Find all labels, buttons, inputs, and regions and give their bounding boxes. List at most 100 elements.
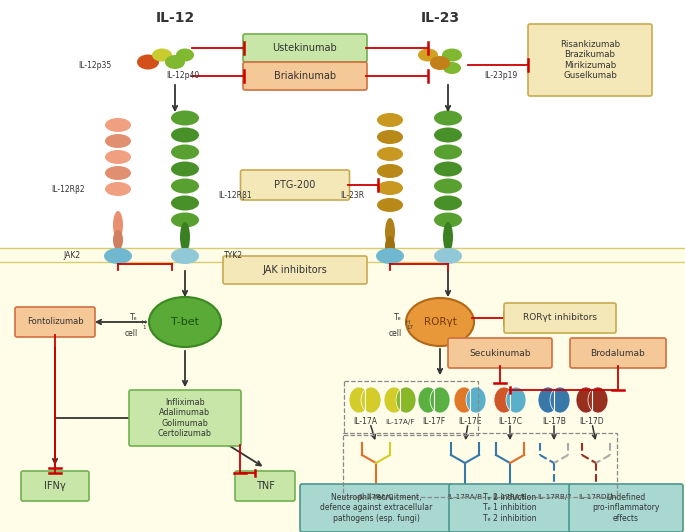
Ellipse shape	[361, 387, 381, 413]
Text: Undefined
pro-inflammatory
effects: Undefined pro-inflammatory effects	[593, 493, 660, 523]
Ellipse shape	[385, 218, 395, 246]
FancyBboxPatch shape	[129, 390, 241, 446]
Text: cell: cell	[389, 328, 402, 337]
Text: IL-23: IL-23	[421, 11, 460, 25]
Text: Neutrophil recruitment,
defence against extracellular
pathogens (esp. fungi): Neutrophil recruitment, defence against …	[320, 493, 432, 523]
Text: H
17: H 17	[406, 320, 413, 330]
Ellipse shape	[152, 48, 172, 62]
FancyBboxPatch shape	[528, 24, 652, 96]
Ellipse shape	[105, 150, 131, 164]
Text: Tₑ 2 induction
Tₑ 1 inhibition
Tₑ 2 inhibition: Tₑ 2 induction Tₑ 1 inhibition Tₑ 2 inhi…	[483, 493, 537, 523]
Text: T-bet: T-bet	[171, 317, 199, 327]
Text: IL-12p35: IL-12p35	[78, 61, 112, 70]
Text: IL-23R: IL-23R	[340, 190, 364, 200]
Ellipse shape	[180, 222, 190, 252]
Ellipse shape	[105, 118, 131, 132]
Ellipse shape	[171, 162, 199, 177]
Ellipse shape	[377, 113, 403, 127]
Ellipse shape	[104, 248, 132, 264]
Text: RORγt inhibitors: RORγt inhibitors	[523, 313, 597, 322]
Ellipse shape	[171, 195, 199, 211]
Ellipse shape	[384, 387, 404, 413]
Text: IL-12Rβ1: IL-12Rβ1	[218, 190, 251, 200]
FancyBboxPatch shape	[300, 484, 452, 532]
Polygon shape	[0, 248, 685, 532]
Ellipse shape	[385, 236, 395, 256]
Ellipse shape	[377, 147, 403, 161]
Ellipse shape	[165, 55, 185, 69]
Ellipse shape	[377, 164, 403, 178]
FancyBboxPatch shape	[235, 471, 295, 501]
Text: PTG-200: PTG-200	[274, 180, 316, 190]
Text: Fontolizumab: Fontolizumab	[27, 318, 84, 327]
Ellipse shape	[171, 128, 199, 143]
Text: Infliximab
Adalimumab
Golimumab
Certolizumab: Infliximab Adalimumab Golimumab Certoliz…	[158, 398, 212, 438]
Ellipse shape	[171, 212, 199, 228]
Ellipse shape	[406, 298, 474, 346]
Text: IL-17D: IL-17D	[580, 418, 604, 427]
Text: IL-17F: IL-17F	[423, 418, 445, 427]
Ellipse shape	[113, 230, 123, 250]
Ellipse shape	[550, 387, 570, 413]
Ellipse shape	[538, 387, 558, 413]
Text: IL-17C: IL-17C	[498, 418, 522, 427]
Ellipse shape	[434, 248, 462, 264]
Text: H
1: H 1	[142, 320, 146, 330]
FancyBboxPatch shape	[569, 484, 683, 532]
FancyBboxPatch shape	[223, 256, 367, 284]
Text: IL-17RD/?: IL-17RD/?	[579, 494, 614, 500]
Ellipse shape	[105, 166, 131, 180]
Ellipse shape	[443, 62, 461, 74]
Ellipse shape	[576, 387, 596, 413]
FancyBboxPatch shape	[240, 170, 349, 200]
Ellipse shape	[434, 195, 462, 211]
Text: IL-17RA/E: IL-17RA/E	[493, 494, 527, 500]
Ellipse shape	[149, 297, 221, 347]
FancyBboxPatch shape	[15, 307, 95, 337]
Ellipse shape	[434, 111, 462, 126]
FancyBboxPatch shape	[448, 338, 552, 368]
Ellipse shape	[434, 162, 462, 177]
Text: IL-17A: IL-17A	[353, 418, 377, 427]
Ellipse shape	[113, 211, 123, 239]
Ellipse shape	[418, 48, 438, 62]
Text: IL-23p19: IL-23p19	[484, 71, 517, 80]
Text: IL-17RB/?: IL-17RB/?	[537, 494, 571, 500]
Ellipse shape	[430, 56, 450, 70]
Text: IL-17RA/C: IL-17RA/C	[358, 494, 394, 500]
FancyBboxPatch shape	[243, 62, 367, 90]
Ellipse shape	[376, 248, 404, 264]
Ellipse shape	[442, 48, 462, 62]
FancyBboxPatch shape	[449, 484, 571, 532]
Ellipse shape	[494, 387, 514, 413]
Text: Briakinumab: Briakinumab	[274, 71, 336, 81]
Ellipse shape	[434, 179, 462, 194]
Ellipse shape	[418, 387, 438, 413]
Ellipse shape	[377, 130, 403, 144]
Ellipse shape	[105, 134, 131, 148]
Ellipse shape	[171, 111, 199, 126]
FancyBboxPatch shape	[570, 338, 666, 368]
Ellipse shape	[588, 387, 608, 413]
FancyBboxPatch shape	[504, 303, 616, 333]
Ellipse shape	[105, 182, 131, 196]
Ellipse shape	[176, 48, 194, 62]
Text: IL-12Rβ2: IL-12Rβ2	[51, 186, 85, 195]
Text: IL-17B: IL-17B	[542, 418, 566, 427]
Ellipse shape	[137, 54, 159, 70]
Ellipse shape	[377, 181, 403, 195]
Text: IFNγ: IFNγ	[44, 481, 66, 491]
Text: IL-17RA/B: IL-17RA/B	[447, 494, 482, 500]
Ellipse shape	[434, 145, 462, 160]
Ellipse shape	[443, 222, 453, 252]
Ellipse shape	[349, 387, 369, 413]
Ellipse shape	[466, 387, 486, 413]
Ellipse shape	[434, 128, 462, 143]
Text: Tₑ: Tₑ	[130, 313, 138, 322]
Ellipse shape	[171, 248, 199, 264]
Text: Risankizumab
Brazikumab
Mirikizumab
Guselkumab: Risankizumab Brazikumab Mirikizumab Guse…	[560, 40, 620, 80]
FancyBboxPatch shape	[21, 471, 89, 501]
Text: IL-12: IL-12	[155, 11, 195, 25]
Ellipse shape	[506, 387, 526, 413]
Ellipse shape	[396, 387, 416, 413]
